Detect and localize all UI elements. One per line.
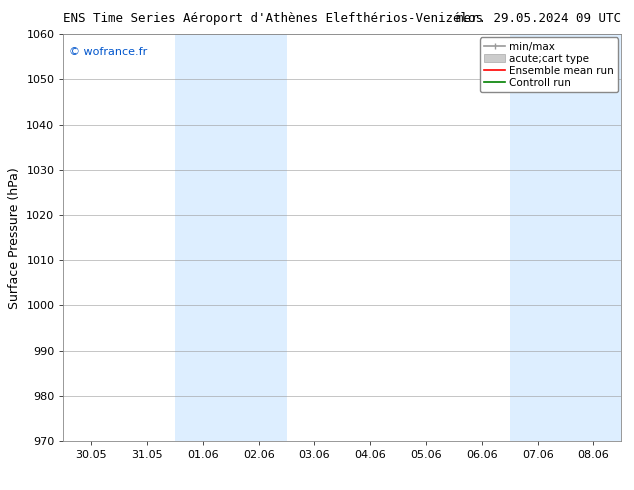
- Legend: min/max, acute;cart type, Ensemble mean run, Controll run: min/max, acute;cart type, Ensemble mean …: [480, 37, 618, 92]
- Text: © wofrance.fr: © wofrance.fr: [69, 47, 147, 56]
- Y-axis label: Surface Pressure (hPa): Surface Pressure (hPa): [8, 167, 21, 309]
- Bar: [175, 34, 287, 441]
- Bar: [510, 34, 621, 441]
- Text: mer. 29.05.2024 09 UTC: mer. 29.05.2024 09 UTC: [456, 12, 621, 25]
- Text: ENS Time Series Aéroport d'Athènes Elefthérios-Venizélos: ENS Time Series Aéroport d'Athènes Eleft…: [63, 12, 483, 25]
